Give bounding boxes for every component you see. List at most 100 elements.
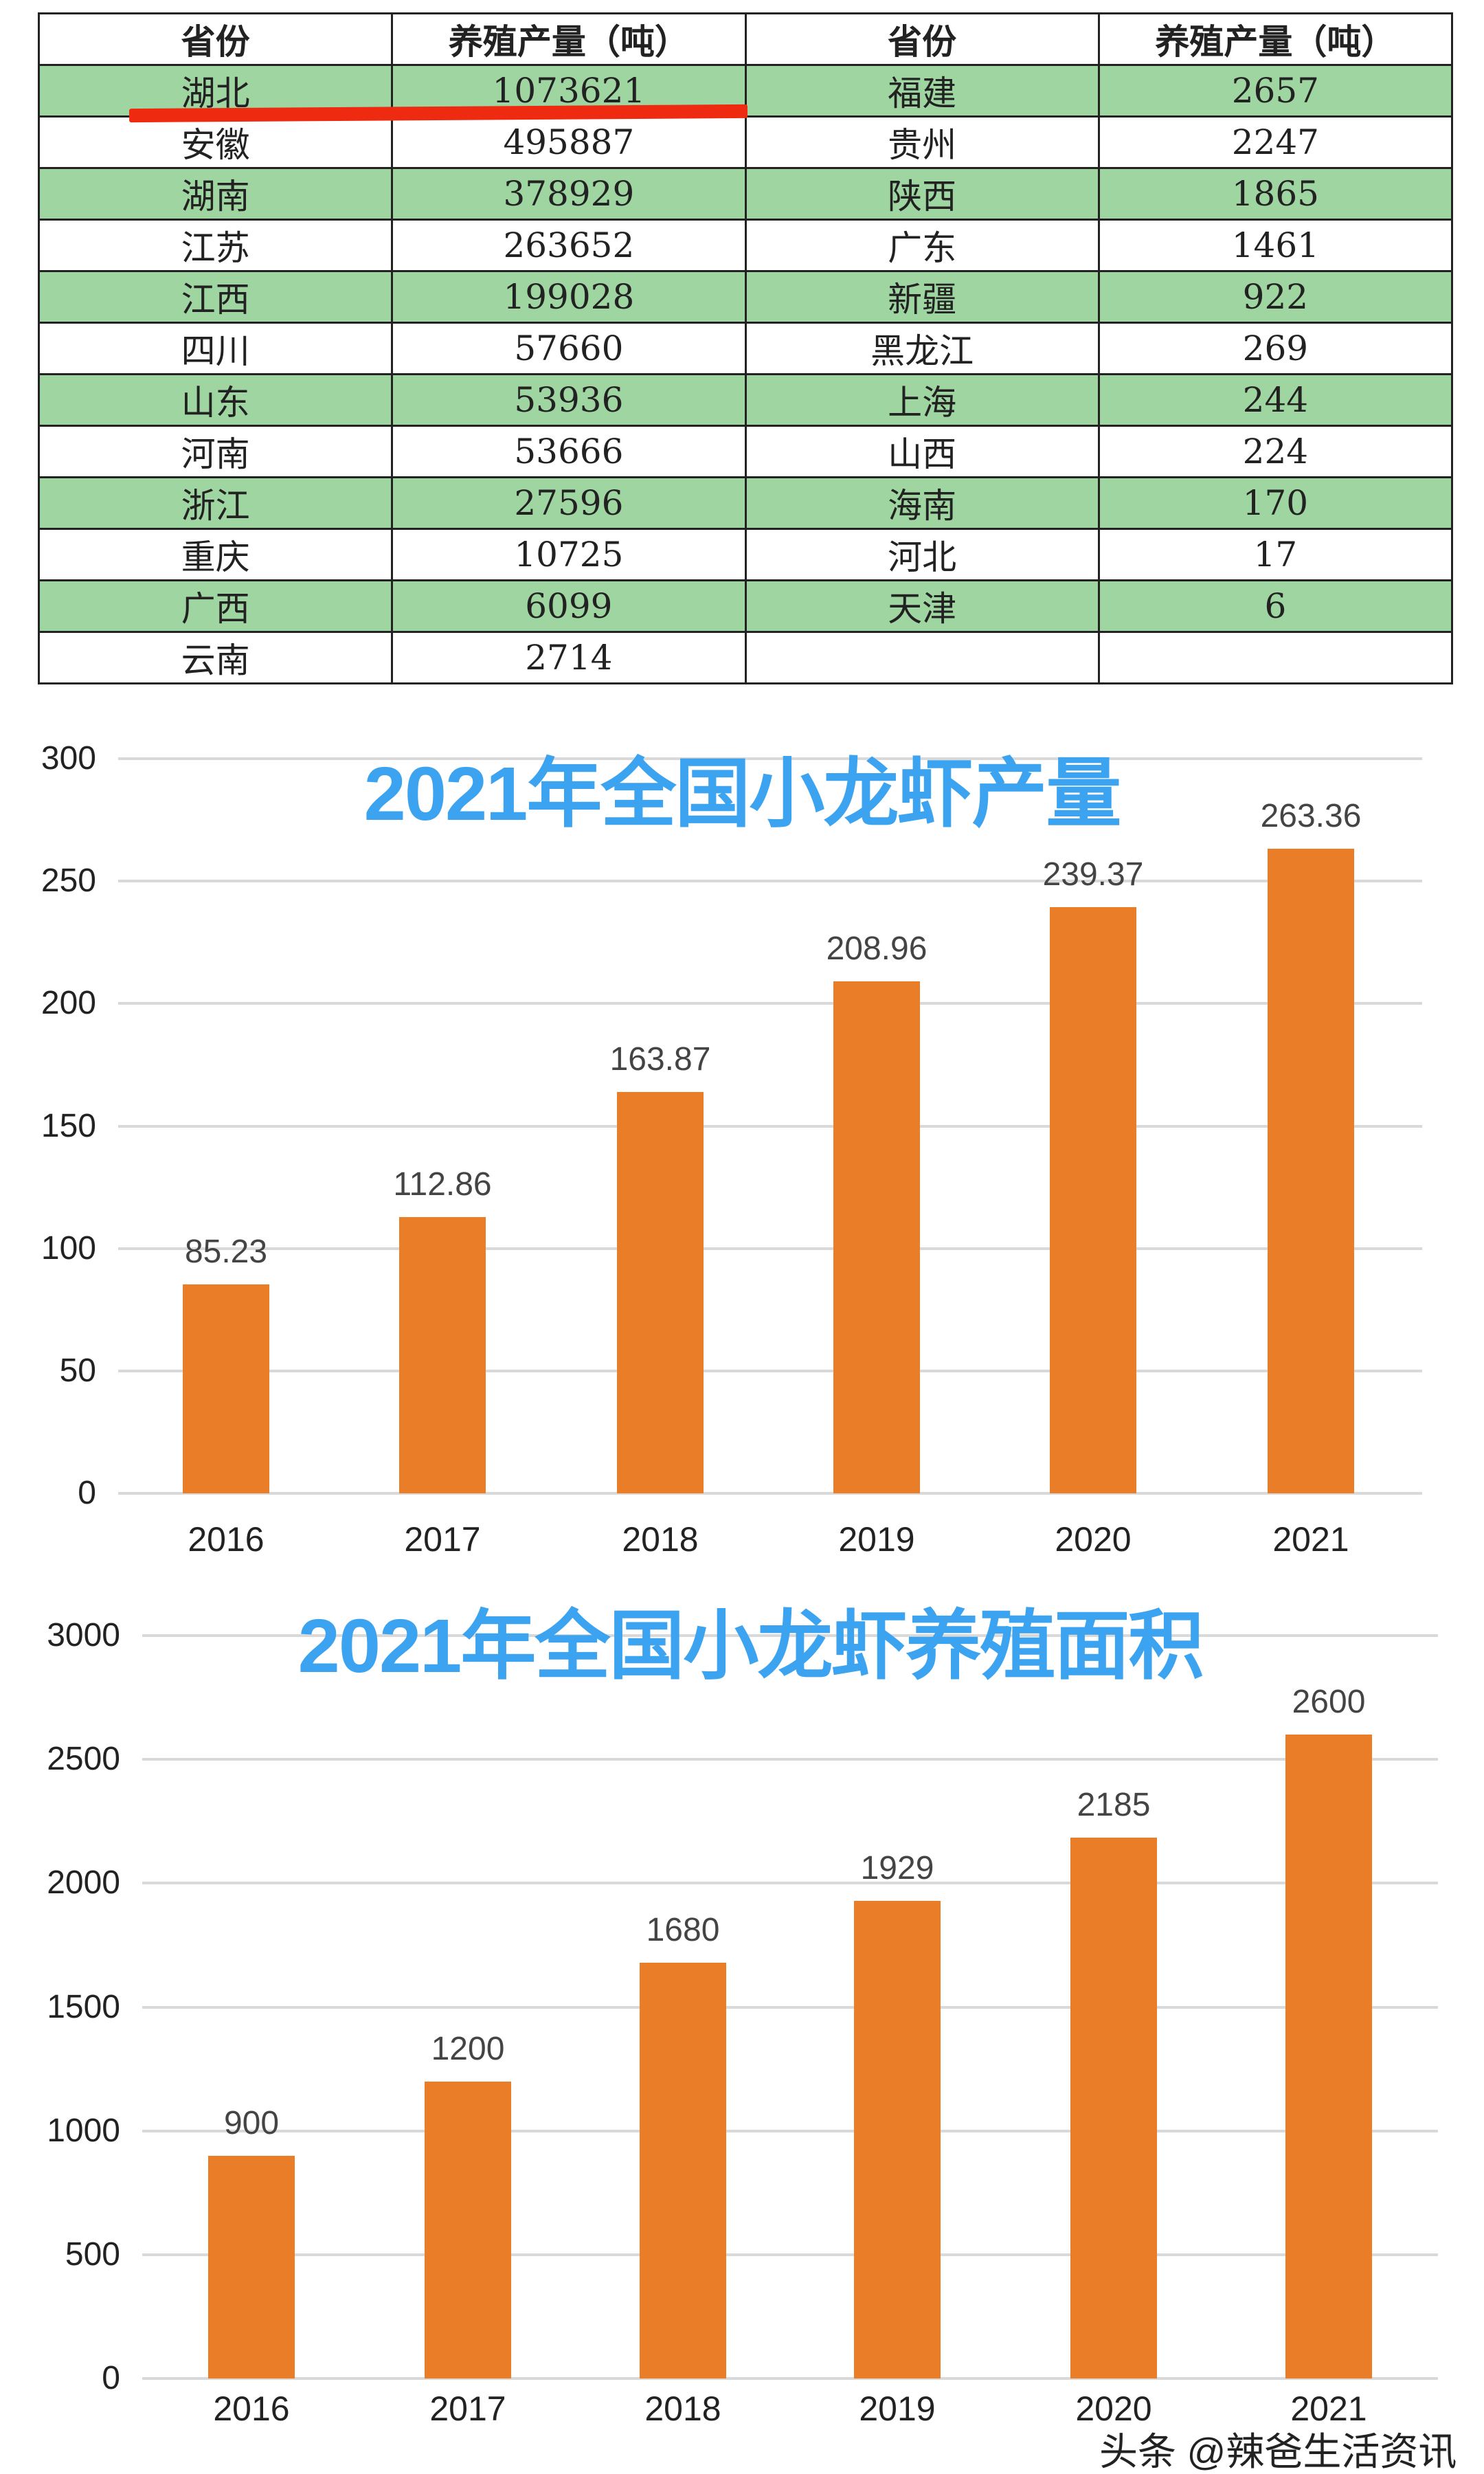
data-label: 2185 [1077,1786,1151,1823]
gridline [142,2253,1438,2256]
bar-2020 [1070,1837,1157,2378]
y-tick-label: 200 [41,985,96,1022]
table-row: 云南 2714 [37,631,1454,684]
gridline [142,2005,1438,2009]
gridline [142,2377,1438,2380]
x-tick-label: 2021 [1290,2389,1367,2428]
province-cell: 福建 [744,64,1100,118]
province-cell: 重庆 [37,528,394,581]
bar-2021 [1285,1735,1372,2378]
province-cell: 广西 [37,579,394,633]
production-cell: 10725 [391,528,747,581]
bar-2020 [1050,907,1136,1493]
production-cell: 269 [1097,322,1454,375]
data-label: 1680 [646,1911,720,1948]
province-cell: 四川 [37,322,394,375]
production-cell: 244 [1097,373,1454,427]
province-cell: 湖南 [37,167,394,221]
bar-2019 [833,981,920,1493]
province-cell: 海南 [744,476,1100,530]
province-cell: 云南 [37,631,394,684]
x-tick-label: 2017 [404,1520,481,1559]
province-cell: 新疆 [744,270,1100,324]
production-cell: 2714 [391,631,747,684]
production-cell: 17 [1097,528,1454,581]
production-cell: 922 [1097,270,1454,324]
gridline [142,1634,1438,1637]
x-tick-label: 2019 [838,1520,915,1559]
province-cell: 黑龙江 [744,322,1100,375]
production-cell: 1865 [1097,167,1454,221]
table-row: 广西 6099 天津 6 [37,579,1454,633]
y-tick-label: 2500 [47,1741,120,1778]
province-production-table: 省份 养殖产量（吨） 省份 养殖产量（吨） 湖北 1073621 福建 2657 安徽 4… [37,12,1454,684]
bar-2019 [854,1900,941,2378]
gridline [118,880,1422,883]
province-cell: 山东 [37,373,394,427]
data-label: 112.86 [393,1166,492,1203]
province-cell [744,631,1100,684]
production-cell: 2657 [1097,64,1454,118]
y-tick-label: 1500 [47,1988,120,2025]
bar-2021 [1268,848,1354,1493]
bar-2016 [183,1284,269,1493]
province-cell: 贵州 [744,115,1100,169]
y-tick-label: 1000 [47,2112,120,2149]
province-cell: 上海 [744,373,1100,427]
bar-2017 [425,2081,511,2378]
production-cell: 6099 [391,579,747,633]
x-tick-label: 2021 [1272,1520,1349,1559]
table-row: 四川 57660 黑龙江 269 [37,322,1454,375]
table-row: 湖南 378929 陕西 1865 [37,167,1454,221]
table-row: 河南 53666 山西 224 [37,425,1454,478]
table-row: 重庆 10725 河北 17 [37,528,1454,581]
x-tick-label: 2020 [1075,2389,1152,2428]
data-label: 1200 [431,2030,505,2067]
data-label: 263.36 [1260,797,1362,834]
y-tick-label: 0 [78,1475,96,1511]
province-cell: 天津 [744,579,1100,633]
bar-2018 [617,1092,704,1493]
chart-title: 2021年全国小龙虾养殖面积 [297,1604,1204,1689]
watermark: 头条 @辣爸生活资讯 [1099,2430,1457,2473]
production-cell: 53936 [391,373,747,427]
production-cell [1097,631,1454,684]
y-tick-label: 3000 [47,1617,120,1653]
production-cell: 1461 [1097,219,1454,272]
y-tick-label: 100 [41,1229,96,1267]
production-cell: 27596 [391,476,747,530]
data-label: 900 [223,2104,280,2141]
production-cell: 224 [1097,425,1454,478]
table-row: 江苏 263652 广东 1461 [37,219,1454,272]
bar-2017 [399,1216,486,1493]
production-cell: 57660 [391,322,747,375]
x-tick-label: 2019 [859,2389,936,2428]
province-cell: 广东 [744,219,1100,272]
production-cell: 495887 [391,115,747,169]
y-tick-label: 500 [65,2236,120,2273]
gridline [118,1247,1422,1250]
province-cell: 山西 [744,425,1100,478]
table-row: 浙江 27596 海南 170 [37,476,1454,530]
x-tick-label: 2016 [188,1520,265,1559]
header-province-right: 省份 [744,12,1100,66]
table-row: 安徽 495887 贵州 2247 [37,115,1454,169]
gridline [118,1492,1422,1495]
y-tick-label: 250 [41,862,96,900]
data-label: 2600 [1292,1684,1366,1721]
province-cell: 河北 [744,528,1100,581]
x-tick-label: 2020 [1055,1520,1132,1559]
production-cell: 263652 [391,219,747,272]
province-cell: 河南 [37,425,394,478]
x-tick-label: 2018 [644,2389,721,2428]
gridline [142,1758,1438,1761]
production-cell: 378929 [391,167,747,221]
production-cell: 199028 [391,270,747,324]
x-tick-label: 2018 [622,1520,699,1559]
province-cell: 陕西 [744,167,1100,221]
header-province-left: 省份 [37,12,394,66]
y-tick-label: 2000 [47,1864,120,1902]
data-label: 239.37 [1042,856,1144,893]
data-label: 85.23 [184,1234,268,1271]
header-production-right: 养殖产量（吨） [1097,12,1454,66]
